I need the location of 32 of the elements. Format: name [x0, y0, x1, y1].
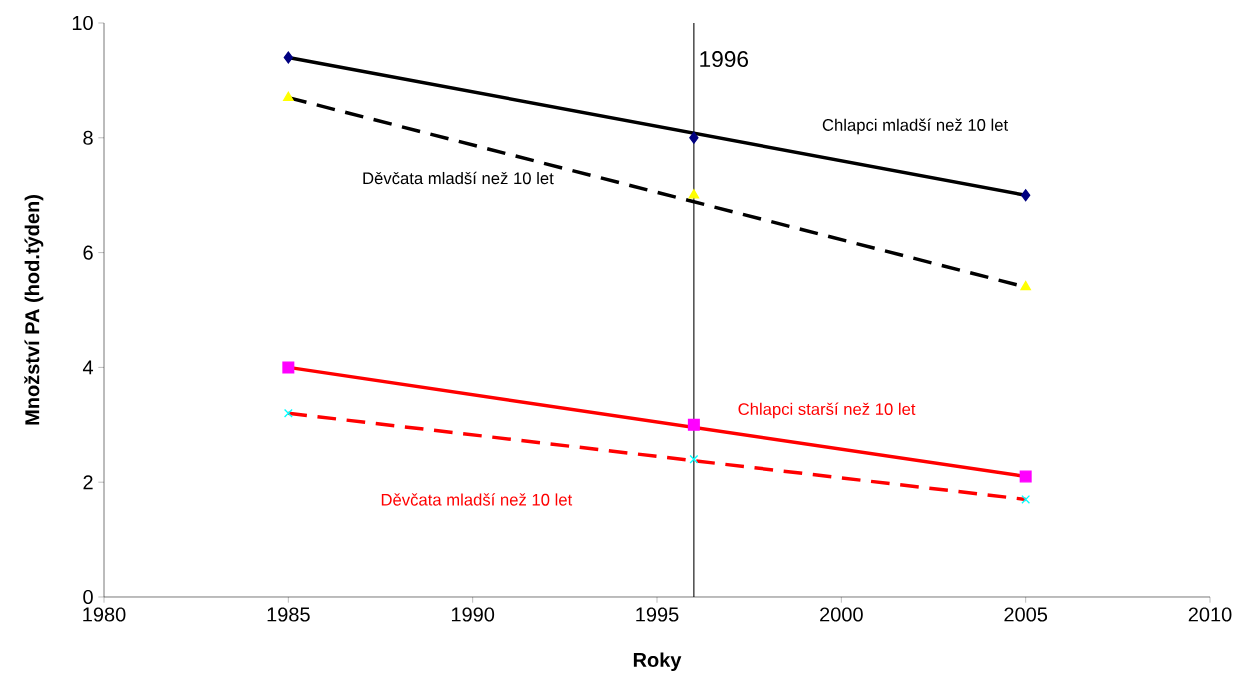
series-label: Chlapci starší než 10 let [738, 402, 916, 419]
point [283, 51, 294, 64]
y-tick-label: 4 [82, 360, 94, 375]
point [688, 189, 700, 199]
y-tick-label: 8 [83, 130, 93, 145]
x-tick-label: 2005 [1004, 607, 1048, 622]
point [687, 418, 700, 431]
point [1021, 189, 1031, 202]
point [283, 91, 294, 101]
series-label: Chlapci mladší než 10 let [822, 118, 1009, 135]
text: Děvčata mladší než 10 let [381, 493, 573, 506]
y-tick-label: 10 [72, 15, 93, 31]
y-tick-label: 6 [83, 245, 93, 260]
x-tick-label: 2000 [820, 607, 863, 622]
ref-line-label: 1996 [700, 51, 748, 68]
point [283, 408, 293, 418]
point [1021, 494, 1031, 504]
x-tick-label: 2010 [1188, 607, 1232, 622]
x-axis-title: Roky [633, 652, 682, 672]
point [1019, 470, 1032, 483]
y-tick-label: 0 [83, 589, 93, 605]
x-tick-label: 1990 [451, 607, 495, 622]
point [689, 454, 699, 464]
x-tick-label: 1995 [636, 607, 679, 622]
point [689, 131, 699, 144]
point [1020, 281, 1031, 291]
series-label: Děvčata mladší než 10 let [363, 171, 554, 185]
y-tick-label: 2 [83, 475, 93, 490]
point [282, 361, 295, 374]
x-tick-label: 1980 [83, 607, 126, 622]
y-axis-title: Množství PA (hod.týden) [24, 195, 44, 425]
x-tick-label: 1985 [267, 607, 310, 622]
